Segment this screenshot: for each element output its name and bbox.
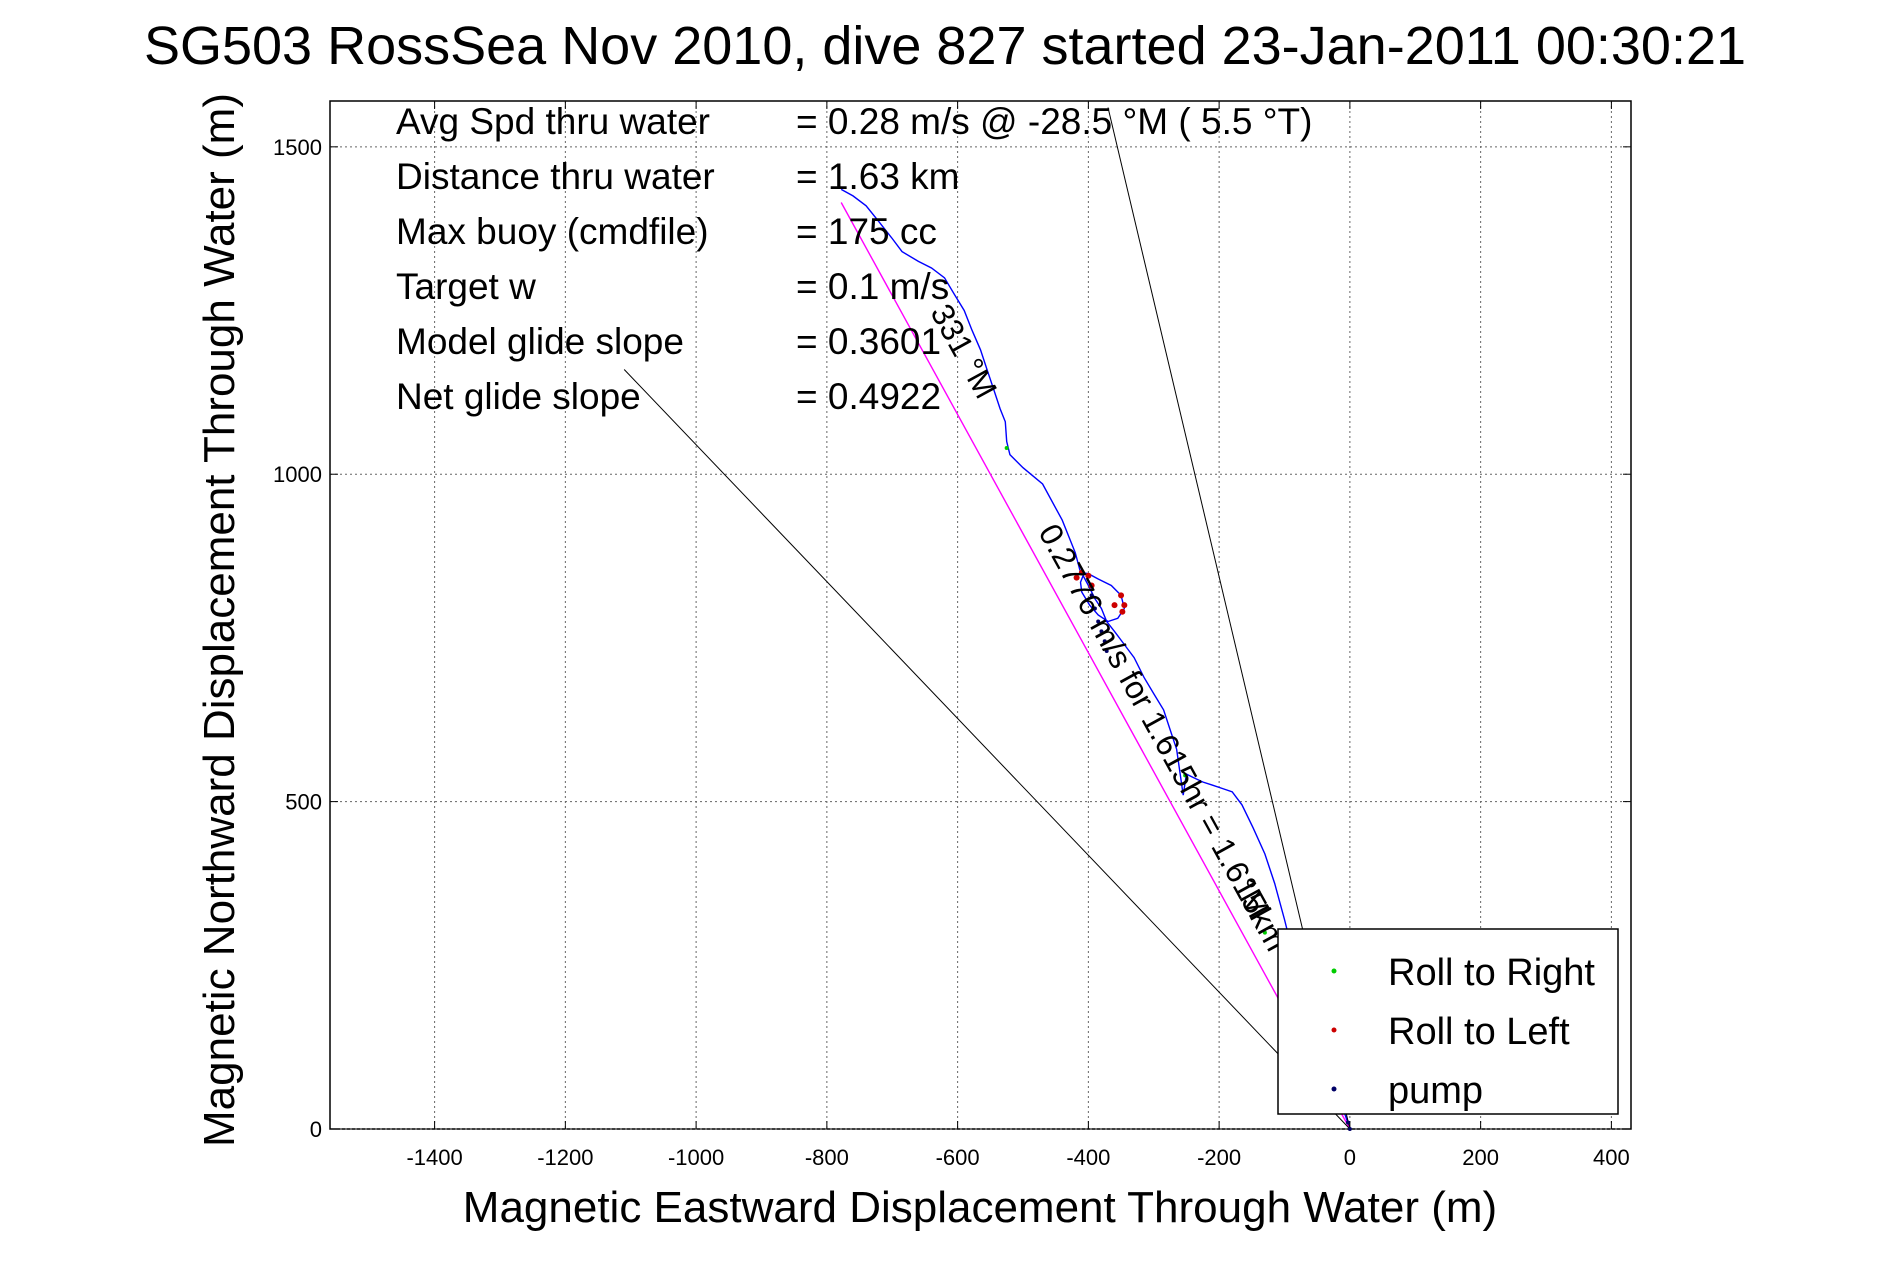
- marker-point-1: [1121, 602, 1128, 609]
- x-tick-label: -1400: [406, 1145, 462, 1170]
- legend-box: [1277, 928, 1619, 1115]
- x-tick-label: -1200: [537, 1145, 593, 1170]
- x-tick-label: -1000: [668, 1145, 724, 1170]
- legend-entry: pump: [1388, 1070, 1483, 1112]
- legend-swatch: [1331, 968, 1337, 974]
- x-axis-label: Magnetic Eastward Displacement Through W…: [463, 1183, 1497, 1232]
- marker-point-1: [1118, 592, 1125, 599]
- marker-point-1: [1078, 569, 1085, 576]
- y-tick-label: 1000: [273, 462, 322, 487]
- marker-point-0: [1004, 446, 1009, 451]
- x-tick-label: -600: [936, 1145, 980, 1170]
- stat-label: Model glide slope: [396, 321, 684, 362]
- x-tick-label: 200: [1462, 1145, 1499, 1170]
- marker-point-1: [1073, 574, 1080, 581]
- series-line-2: [623, 369, 1351, 1130]
- stat-value: = 0.4922: [796, 376, 941, 417]
- stat-value: = 1.63 km: [796, 156, 960, 197]
- stat-value: = 0.28 m/s @ -28.5 °M ( 5.5 °T): [796, 101, 1312, 142]
- x-tick-label: 400: [1593, 1145, 1630, 1170]
- marker-layer: [1004, 446, 1352, 1131]
- marker-point-1: [1111, 602, 1118, 609]
- legend: Roll to Right Roll to Left pump: [1277, 928, 1619, 1115]
- x-tick-label: -800: [805, 1145, 849, 1170]
- stat-label: Net glide slope: [396, 376, 641, 417]
- legend-swatch: [1331, 1086, 1337, 1092]
- y-tick-label: 500: [285, 790, 322, 815]
- marker-point-2: [1099, 629, 1104, 634]
- stat-label: Avg Spd thru water: [396, 101, 710, 142]
- legend-entry: Roll to Left: [1388, 1011, 1570, 1053]
- x-axis-ticks: -1400 -1200 -1000 -800 -600 -400 -200 0 200 400: [406, 101, 1630, 1170]
- stat-label: Distance thru water: [396, 156, 715, 197]
- stat-value: = 0.1 m/s: [796, 266, 949, 307]
- stat-label: Max buoy (cmdfile): [396, 211, 709, 252]
- marker-point-2: [1089, 593, 1094, 598]
- marker-point-2: [1347, 1127, 1352, 1131]
- marker-point-1: [1085, 572, 1092, 579]
- marker-point-2: [1104, 649, 1109, 654]
- marker-point-2: [1092, 606, 1097, 611]
- legend-entry: Roll to Right: [1388, 952, 1595, 994]
- marker-point-2: [1345, 1120, 1350, 1125]
- marker-point-1: [1088, 582, 1095, 589]
- marker-point-1: [1119, 608, 1126, 615]
- marker-point-2: [1102, 639, 1107, 644]
- y-tick-label: 1500: [273, 135, 322, 160]
- dive-stats-block: Avg Spd thru water = 0.28 m/s @ -28.5 °M …: [396, 101, 1312, 417]
- marker-point-0: [1262, 930, 1267, 935]
- marker-point-2: [1096, 619, 1101, 624]
- stat-label: Target w: [396, 266, 536, 307]
- chart-title: SG503 RossSea Nov 2010, dive 827 started…: [144, 16, 1746, 76]
- stat-value: = 175 cc: [796, 211, 937, 252]
- series-line-1: [840, 202, 1351, 1130]
- legend-swatch: [1331, 1027, 1337, 1033]
- x-tick-label: 0: [1344, 1145, 1356, 1170]
- x-tick-label: -400: [1066, 1145, 1110, 1170]
- stat-value: = 0.3601: [796, 321, 941, 362]
- x-tick-label: -200: [1197, 1145, 1241, 1170]
- y-tick-label: 0: [310, 1117, 322, 1142]
- series-line-0: [840, 188, 1351, 1130]
- y-axis-label: Magnetic Northward Displacement Through …: [195, 93, 244, 1147]
- marker-point-0: [1183, 773, 1188, 778]
- y-axis-ticks: 0 500 1000 1500: [273, 135, 1631, 1142]
